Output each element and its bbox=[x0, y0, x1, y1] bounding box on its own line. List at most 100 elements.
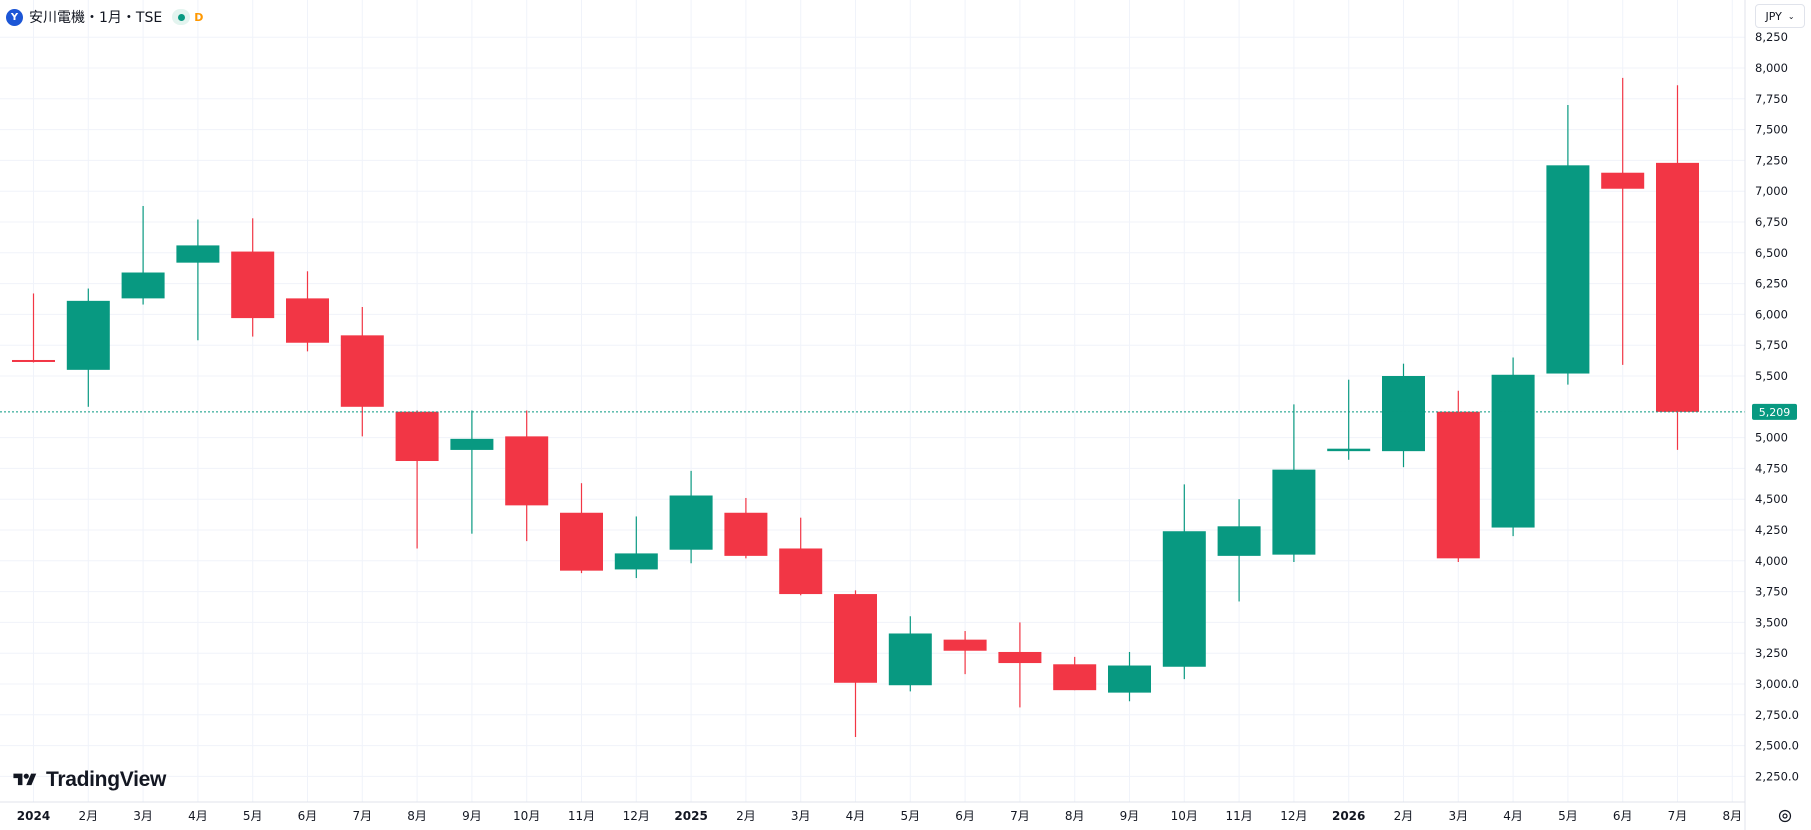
x-tick-label: 4月 bbox=[188, 809, 208, 823]
candle[interactable] bbox=[1162, 484, 1206, 680]
market-open-icon bbox=[172, 9, 191, 25]
y-tick-label: 7,500 bbox=[1755, 123, 1788, 137]
delayed-data-badge: D bbox=[194, 10, 204, 24]
x-tick-label: 11月 bbox=[1225, 809, 1252, 823]
candle[interactable] bbox=[12, 293, 55, 363]
x-tick-label: 2月 bbox=[78, 809, 98, 823]
x-tick-label: 12月 bbox=[623, 809, 650, 823]
gear-icon[interactable] bbox=[1775, 806, 1795, 826]
candle-body bbox=[1491, 374, 1535, 528]
currency-selector[interactable]: JPY ⌄ bbox=[1755, 4, 1805, 28]
y-tick-label: 2,500.0 bbox=[1755, 739, 1799, 753]
candles bbox=[12, 77, 1699, 737]
symbol-title[interactable]: 安川電機・1月・TSE bbox=[29, 10, 163, 26]
candle-body bbox=[12, 359, 55, 362]
candle[interactable] bbox=[450, 410, 494, 534]
candle[interactable] bbox=[1382, 363, 1425, 468]
y-tick-label: 6,000 bbox=[1755, 307, 1788, 321]
y-tick-label: 4,000 bbox=[1755, 554, 1788, 568]
candle-body bbox=[1053, 664, 1097, 691]
symbol-logo: Y bbox=[6, 8, 23, 26]
y-tick-label: 3,250 bbox=[1755, 646, 1788, 660]
y-tick-label: 7,750 bbox=[1755, 92, 1788, 106]
candle[interactable] bbox=[669, 470, 713, 564]
candle[interactable] bbox=[1327, 379, 1371, 460]
x-tick-label: 4月 bbox=[846, 809, 866, 823]
candle-body bbox=[1656, 162, 1699, 412]
candle-body bbox=[450, 438, 494, 450]
candle[interactable] bbox=[998, 622, 1042, 708]
x-tick-label: 4月 bbox=[1503, 809, 1523, 823]
candle[interactable] bbox=[231, 218, 275, 337]
candle[interactable] bbox=[1108, 651, 1151, 702]
candle-body bbox=[1217, 526, 1261, 556]
candle[interactable] bbox=[66, 288, 110, 407]
x-tick-label: 8月 bbox=[407, 809, 427, 823]
candle[interactable] bbox=[1491, 357, 1535, 537]
candle[interactable] bbox=[1436, 390, 1480, 563]
y-tick-label: 5,500 bbox=[1755, 369, 1788, 383]
y-tick-label: 8,000 bbox=[1755, 61, 1788, 75]
candle-body bbox=[176, 245, 220, 263]
last-price-label: 5,209 bbox=[1759, 406, 1791, 419]
x-tick-label: 7月 bbox=[1010, 809, 1030, 823]
x-tick-label: 3月 bbox=[791, 809, 811, 823]
currency-label: JPY bbox=[1765, 9, 1782, 23]
candle[interactable] bbox=[395, 410, 439, 549]
tradingview-logo[interactable]: TradingView bbox=[10, 768, 166, 792]
candle[interactable] bbox=[340, 307, 384, 437]
x-tick-label: 9月 bbox=[1120, 809, 1140, 823]
candle[interactable] bbox=[505, 410, 549, 542]
market-status[interactable]: D bbox=[172, 9, 203, 25]
y-tick-label: 7,000 bbox=[1755, 184, 1788, 198]
candle[interactable] bbox=[888, 616, 932, 692]
x-tick-label: 2月 bbox=[1394, 809, 1414, 823]
candle[interactable] bbox=[560, 483, 603, 574]
x-tick-label: 10月 bbox=[513, 809, 540, 823]
x-tick-label: 2025 bbox=[674, 809, 707, 823]
candle-body bbox=[669, 495, 713, 550]
candle[interactable] bbox=[176, 219, 220, 341]
candle-body bbox=[121, 272, 165, 299]
candle[interactable] bbox=[943, 631, 987, 675]
candle[interactable] bbox=[1656, 85, 1699, 450]
x-tick-label: 8月 bbox=[1722, 809, 1742, 823]
x-tick-label: 5月 bbox=[243, 809, 263, 823]
y-tick-label: 4,500 bbox=[1755, 492, 1788, 506]
candle[interactable] bbox=[1217, 499, 1261, 602]
x-tick-label: 7月 bbox=[352, 809, 372, 823]
y-tick-label: 4,250 bbox=[1755, 523, 1788, 537]
candle-body bbox=[724, 512, 768, 556]
y-tick-label: 8,250 bbox=[1755, 30, 1788, 44]
candle[interactable] bbox=[779, 517, 823, 596]
candle-body bbox=[505, 436, 549, 506]
candle-body bbox=[231, 251, 275, 319]
candle[interactable] bbox=[286, 271, 329, 352]
x-tick-label: 6月 bbox=[955, 809, 975, 823]
candle[interactable] bbox=[1053, 656, 1097, 691]
candle[interactable] bbox=[121, 205, 165, 305]
candle[interactable] bbox=[834, 590, 877, 737]
y-tick-label: 6,750 bbox=[1755, 215, 1788, 229]
candle[interactable] bbox=[1272, 404, 1316, 563]
last-price-tag: 5,209 bbox=[1752, 403, 1797, 420]
candle-body bbox=[1272, 469, 1316, 555]
x-tick-label: 2026 bbox=[1332, 809, 1365, 823]
y-tick-label: 5,750 bbox=[1755, 338, 1788, 352]
candle-body bbox=[888, 633, 932, 686]
symbol-legend[interactable]: Y 安川電機・1月・TSE D bbox=[6, 6, 203, 28]
candle[interactable] bbox=[1601, 77, 1645, 365]
candle-body bbox=[614, 553, 658, 570]
candle-body bbox=[340, 335, 384, 407]
candle[interactable] bbox=[1546, 104, 1590, 385]
candle-body bbox=[998, 651, 1042, 664]
candle-body bbox=[1162, 531, 1206, 667]
y-tick-label: 2,750.0 bbox=[1755, 708, 1799, 722]
price-axis[interactable]: 8,250 8,000 7,750 7,500 7,250 7,000 6,750 6,500… bbox=[1755, 30, 1799, 783]
tradingview-logo-icon bbox=[13, 773, 37, 786]
candle[interactable] bbox=[724, 497, 768, 559]
candle[interactable] bbox=[614, 516, 658, 579]
chevron-down-icon: ⌄ bbox=[1787, 11, 1795, 21]
time-axis[interactable]: 2024 2月 3月 4月 5月 6月 7月 8月 9月 10月 11月 12月 2025 2月 3月 4月 5… bbox=[17, 809, 1742, 823]
